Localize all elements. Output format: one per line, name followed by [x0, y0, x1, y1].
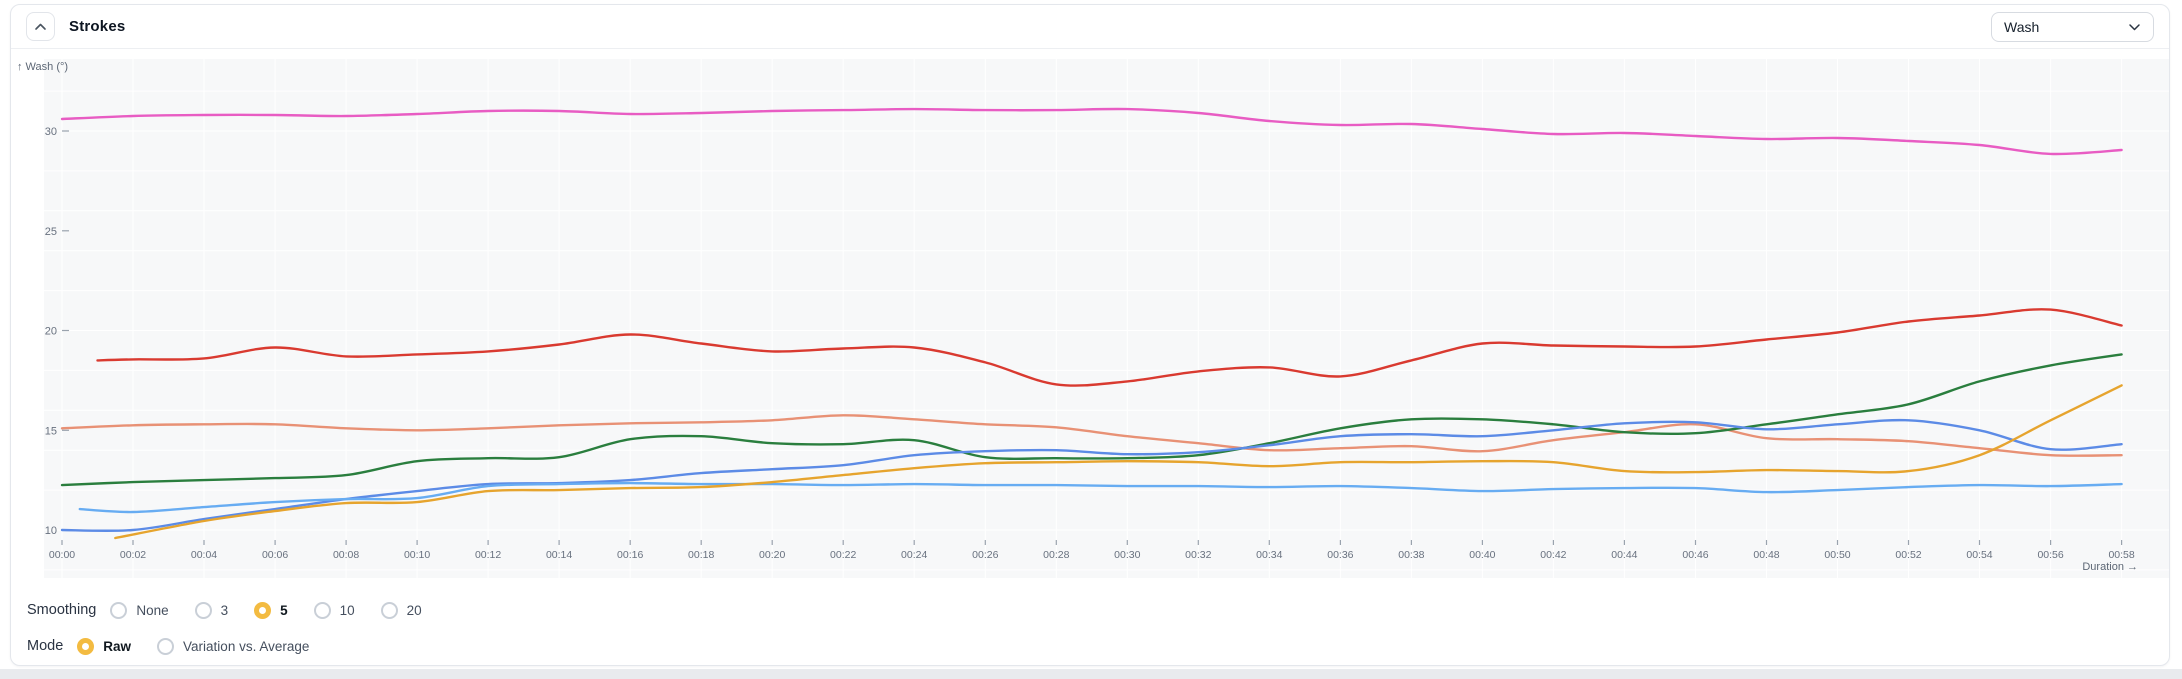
radio-icon[interactable]: [110, 601, 128, 619]
radio-option-label: 5: [280, 602, 288, 618]
y-tick-label: 20: [45, 326, 57, 338]
y-tick-label: 15: [45, 425, 57, 437]
chevron-down-icon: [2128, 23, 2141, 31]
radio-icon[interactable]: [313, 601, 331, 619]
x-tick-label: 00:28: [1043, 549, 1069, 561]
x-tick-label: 00:22: [830, 549, 856, 561]
x-tick-label: 00:36: [1327, 549, 1353, 561]
x-tick-label: 00:26: [972, 549, 998, 561]
mode-option-variation-vs-average[interactable]: Variation vs. Average: [157, 637, 310, 655]
series-line-pink: [60, 107, 2123, 156]
x-tick-label: 00:16: [617, 549, 643, 561]
x-tick-label: 00:08: [333, 549, 359, 561]
smoothing-option-5[interactable]: 5: [254, 601, 288, 619]
series-line-salmon: [60, 414, 2123, 457]
x-tick-label: 00:14: [546, 549, 572, 561]
panel-header: Strokes Wash: [11, 5, 2169, 49]
series-line-sky: [78, 481, 2123, 514]
panel-title: Strokes: [69, 18, 126, 35]
y-tick-label: 10: [45, 525, 57, 537]
radio-selected-icon[interactable]: [254, 601, 272, 619]
x-tick-label: 00:24: [901, 549, 927, 561]
x-tick-label: 00:52: [1895, 549, 1921, 561]
radio-icon[interactable]: [194, 601, 212, 619]
series-line-blue: [60, 418, 2123, 532]
x-axis-title: Duration →: [2082, 561, 2138, 573]
series-select[interactable]: Wash: [1991, 11, 2154, 42]
radio-option-label: None: [136, 602, 169, 618]
x-tick-label: 00:20: [759, 549, 785, 561]
mode-label: Mode: [27, 638, 64, 654]
radio-option-label: 10: [339, 602, 355, 618]
x-tick-label: 00:46: [1682, 549, 1708, 561]
mode-control: Mode Raw Variation vs. Average: [11, 633, 2169, 659]
radio-option-label: 3: [220, 602, 229, 618]
x-tick-label: 00:18: [688, 549, 714, 561]
radio-icon[interactable]: [157, 637, 175, 655]
y-axis-title: ↑ Wash (°): [17, 61, 68, 73]
smoothing-option-3[interactable]: 3: [194, 601, 229, 619]
x-tick-label: 00:32: [1185, 549, 1211, 561]
chevron-up-icon: [34, 23, 47, 31]
x-tick-label: 00:02: [120, 549, 146, 561]
mode-option-raw[interactable]: Raw: [77, 637, 132, 655]
chart-area: 10 15 20 25 30 00:00 00:02 00:04 00:06 00:08 00:10…: [11, 49, 2169, 579]
smoothing-option-10[interactable]: 10: [313, 601, 355, 619]
x-tick-label: 00:10: [404, 549, 430, 561]
series-select-value: Wash: [2004, 18, 2040, 35]
smoothing-options: None 3 5 10 20: [110, 601, 422, 619]
x-tick-label: 00:00: [49, 549, 75, 561]
x-tick-label: 00:40: [1469, 549, 1495, 561]
radio-selected-icon[interactable]: [77, 637, 95, 655]
x-tick-label: 00:06: [262, 549, 288, 561]
x-tick-label: 00:50: [1824, 549, 1850, 561]
x-tick-label: 00:30: [1114, 549, 1140, 561]
strokes-chart[interactable]: 10 15 20 25 30 00:00 00:02 00:04 00:06 00:08 00:10…: [11, 49, 2171, 579]
x-tick-label: 00:38: [1398, 549, 1424, 561]
x-tick-label: 00:54: [1966, 549, 1992, 561]
page-background-strip: [0, 669, 2182, 679]
y-tick-label: 25: [45, 226, 57, 238]
series-line-red: [96, 308, 2123, 387]
x-tick-label: 00:04: [191, 549, 217, 561]
radio-option-label: 20: [406, 602, 422, 618]
radio-icon[interactable]: [380, 601, 398, 619]
smoothing-label: Smoothing: [27, 602, 97, 618]
strokes-panel: Strokes Wash 10 15 20 25 30 00:00 00:02 00:04 00…: [10, 4, 2170, 666]
mode-options: Raw Variation vs. Average: [77, 637, 310, 655]
smoothing-control: Smoothing None 3 5 10 20: [11, 597, 2169, 623]
x-tick-label: 00:44: [1611, 549, 1637, 561]
smoothing-option-20[interactable]: 20: [380, 601, 422, 619]
x-tick-label: 00:56: [2037, 549, 2063, 561]
x-tick-label: 00:58: [2108, 549, 2134, 561]
radio-option-label: Raw: [103, 638, 132, 654]
x-tick-label: 00:48: [1753, 549, 1779, 561]
y-tick-label: 30: [45, 126, 57, 138]
x-tick-label: 00:12: [475, 549, 501, 561]
x-tick-label: 00:34: [1256, 549, 1282, 561]
collapse-button[interactable]: [26, 12, 55, 41]
series-line-green: [60, 353, 2123, 487]
radio-option-label: Variation vs. Average: [183, 638, 310, 654]
series-line-gold: [114, 384, 2123, 540]
x-tick-label: 00:42: [1540, 549, 1566, 561]
smoothing-option-none[interactable]: None: [110, 601, 169, 619]
